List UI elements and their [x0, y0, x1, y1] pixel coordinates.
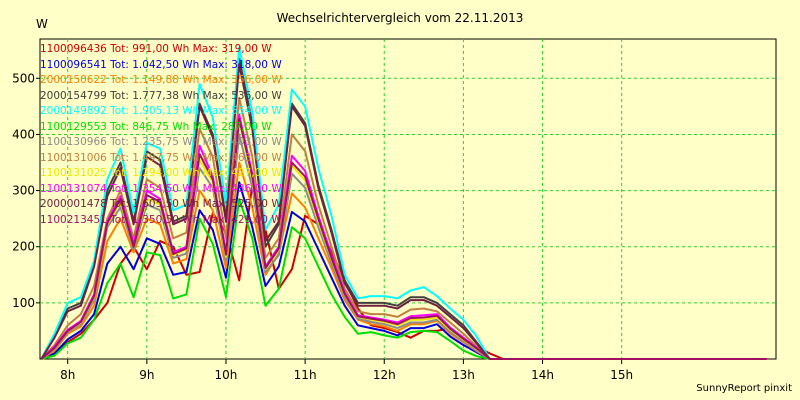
tick-label-x: 13h — [452, 368, 475, 382]
tick-label-y: 300 — [12, 184, 35, 198]
tick-label-x: 14h — [531, 368, 554, 382]
legend: 1100096436 Tot: 991,00 Wh Max: 319,00 W 1… — [40, 42, 282, 228]
legend-entry: 1100131006 Tot: 1.497,75 Wh Max: 463,00 … — [40, 151, 282, 164]
legend-entry: 1100131025 Tot: 1.294,00 Wh Max: 427,00 … — [40, 167, 282, 179]
y-axis-unit: W — [36, 17, 48, 31]
tick-label-y: 500 — [12, 71, 35, 85]
tick-label-x: 10h — [215, 368, 238, 382]
legend-entry: 1100131074 Tot: 1.354,50 Wh Max: 436,00 … — [40, 182, 282, 195]
tick-label-x: 9h — [139, 368, 154, 382]
legend-entry: 1100213451 Tot: 1.350,50 Wh Max: 429,00 … — [40, 213, 282, 226]
legend-entry: 1100130966 Tot: 1.235,75 Wh Max: 403,00 … — [40, 136, 282, 148]
legend-entry: 1100129553 Tot: 846,75 Wh Max: 287,00 W — [40, 120, 272, 133]
legend-entry: 2000150622 Tot: 1.149,88 Wh Max: 356,00 … — [40, 74, 282, 86]
tick-label-x: 12h — [373, 368, 396, 382]
legend-entry: 2000149892 Tot: 1.905,13 Wh Max: 554,00 … — [40, 105, 282, 117]
chart-title: Wechselrichtervergleich vom 22.11.2013 — [276, 11, 524, 25]
legend-entry: 1100096541 Tot: 1.042,50 Wh Max: 318,00 … — [40, 58, 282, 71]
legend-entry: 2000001478 Tot: 1.605,50 Wh Max: 525,00 … — [40, 198, 282, 210]
legend-entry: 1100096436 Tot: 991,00 Wh Max: 319,00 W — [40, 43, 272, 55]
tick-label-x: 11h — [294, 368, 317, 382]
legend-entry: 2000154799 Tot: 1.777,38 Wh Max: 536,00 … — [40, 89, 282, 102]
tick-label-y: 100 — [12, 296, 35, 310]
tick-label-x: 8h — [60, 368, 75, 382]
series-line-1100213451 — [40, 117, 767, 360]
tick-label-y: 200 — [12, 240, 35, 254]
tick-label-y: 400 — [12, 127, 35, 141]
tick-label-x: 15h — [610, 368, 633, 382]
footer-label: SunnyReport pinxit — [696, 383, 792, 394]
